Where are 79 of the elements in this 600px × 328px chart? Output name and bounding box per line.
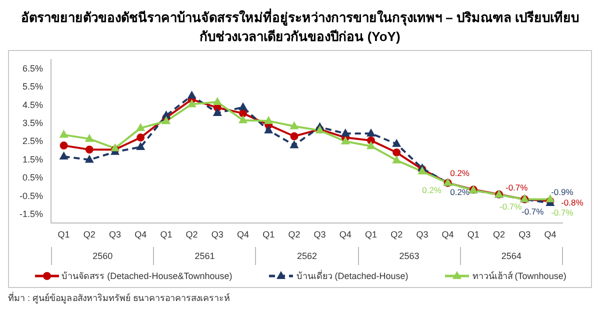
- x-tick-label: Q1: [364, 229, 378, 240]
- y-tick-label: 6.5%: [22, 63, 43, 74]
- data-label: -0.8%: [561, 197, 584, 208]
- chart-title: อัตราขยายตัวของดัชนีราคาบ้านจัดสรรใหม่ที่อยู่ระหว่างการขายในกรุงเทพฯ – ปริมณฑล เปรียบเทียบกับช่วงเวลาเดียวกันของปีก่อน (YoY): [20, 8, 580, 46]
- text: 2561: [153, 247, 256, 265]
- y-tick-label: 0.5%: [22, 172, 43, 183]
- point: [136, 142, 146, 150]
- data-label: -0.9%: [551, 187, 574, 198]
- point: [136, 123, 146, 132]
- point: [290, 140, 299, 148]
- point: [59, 151, 68, 160]
- x-tick-label: Q4: [544, 229, 556, 240]
- text: 2564: [460, 247, 564, 265]
- y-tick-label: 2.5%: [22, 136, 43, 146]
- point: [392, 138, 402, 147]
- point: [162, 110, 171, 118]
- y-tick-label: 3.5%: [22, 118, 43, 128]
- x-tick-label: Q3: [314, 229, 326, 240]
- point: [84, 134, 94, 142]
- data-label: -0.7%: [499, 202, 522, 212]
- point: [340, 136, 350, 144]
- point: [392, 155, 402, 164]
- x-tick-label: Q4: [236, 229, 250, 240]
- x-tick-label: Q1: [58, 229, 70, 240]
- y-tick-label: -1.5%: [19, 209, 43, 220]
- point: [60, 142, 68, 150]
- point: [136, 134, 145, 142]
- x-tick-label: Q4: [442, 229, 454, 240]
- legend-label: บ้านเดี่ยว (Detached-House): [296, 269, 408, 283]
- point: [238, 115, 248, 124]
- data-label: -0.7%: [521, 206, 544, 217]
- point: [264, 116, 274, 124]
- text: 2560: [51, 247, 154, 265]
- x-tick-label: Q2: [492, 229, 506, 240]
- legend-label: บ้านจัดสรร (Detached-House&Townhouse): [62, 270, 232, 283]
- text: ที่มา : ศูนย์ข้อมูลอสังหาริมทรัพย์ ธนาคารอาคารสงเคราะห์: [8, 291, 232, 305]
- legend-label: ทาวน์เฮ้าส์ (Townhouse): [472, 270, 566, 283]
- x-tick-label: Q2: [186, 229, 198, 240]
- x-tick-label: Q1: [160, 229, 172, 240]
- point: [366, 128, 376, 137]
- point: [85, 146, 94, 154]
- y-tick-label: 1.5%: [22, 154, 43, 164]
- y-tick-label: 4.5%: [22, 100, 43, 110]
- point: [212, 108, 222, 116]
- data-label: -0.7%: [551, 208, 574, 218]
- point: [59, 130, 68, 138]
- x-tick-label: Q3: [211, 229, 224, 240]
- point: [110, 143, 120, 152]
- data-label: 0.2%: [422, 185, 442, 196]
- y-tick-label: 5.5%: [22, 82, 43, 92]
- data-label: -0.7%: [505, 182, 528, 193]
- x-tick-label: Q1: [262, 229, 275, 240]
- x-tick-label: Q4: [134, 229, 147, 240]
- text: 2563: [358, 247, 460, 265]
- point: [212, 97, 222, 106]
- text: 2562: [255, 247, 358, 265]
- x-tick-label: Q3: [416, 229, 428, 240]
- point: [366, 141, 376, 150]
- point: [340, 128, 350, 137]
- x-tick-label: Q4: [339, 229, 352, 240]
- point: [392, 148, 401, 156]
- data-label: 0.2%: [450, 187, 470, 198]
- y-tick-label: -0.5%: [19, 190, 43, 201]
- x-tick-label: Q2: [288, 229, 300, 240]
- point: [238, 102, 248, 110]
- point: [162, 116, 171, 124]
- point: [546, 194, 555, 202]
- point: [187, 99, 196, 108]
- point: [290, 132, 298, 140]
- point: [290, 121, 299, 130]
- x-tick-label: Q3: [518, 229, 531, 240]
- data-label: 0.2%: [450, 168, 470, 178]
- x-tick-label: Q1: [467, 229, 480, 240]
- x-tick-label: Q2: [390, 229, 403, 240]
- point: [187, 90, 196, 99]
- x-tick-label: Q2: [83, 229, 96, 240]
- point: [264, 125, 274, 134]
- point: [84, 154, 94, 163]
- x-tick-label: Q3: [108, 229, 122, 240]
